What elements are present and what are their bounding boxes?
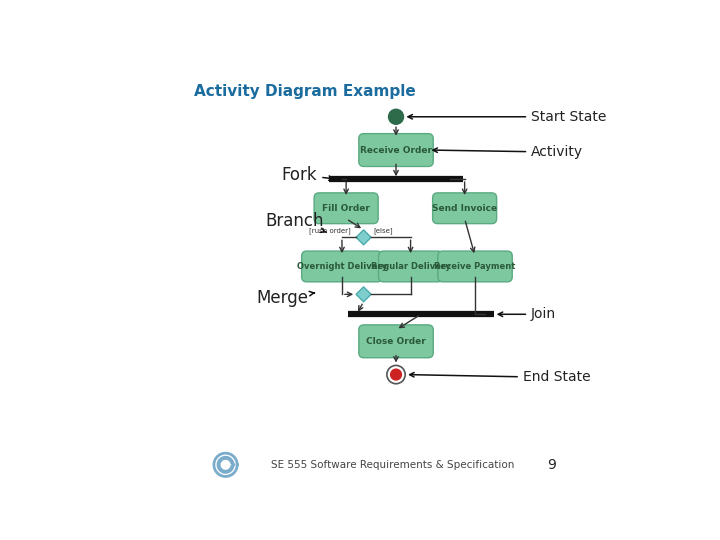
Text: Start State: Start State xyxy=(408,110,606,124)
Text: [rush order]: [rush order] xyxy=(309,227,351,234)
FancyBboxPatch shape xyxy=(314,193,378,224)
Text: Close Order: Close Order xyxy=(366,337,426,346)
Text: Branch: Branch xyxy=(265,212,326,232)
Text: Join: Join xyxy=(498,307,557,321)
Text: Receive Payment: Receive Payment xyxy=(434,262,516,271)
Text: 9: 9 xyxy=(547,458,556,472)
Text: Activity: Activity xyxy=(433,145,583,159)
Text: [else]: [else] xyxy=(373,227,393,234)
FancyBboxPatch shape xyxy=(302,251,382,282)
Text: Receive Order: Receive Order xyxy=(360,146,432,154)
Polygon shape xyxy=(356,287,371,302)
Text: Fill Order: Fill Order xyxy=(322,204,370,213)
Circle shape xyxy=(387,366,405,384)
Text: Fork: Fork xyxy=(282,166,333,184)
Text: End State: End State xyxy=(410,370,590,384)
Polygon shape xyxy=(356,230,371,245)
Circle shape xyxy=(391,369,402,380)
Text: Activity Diagram Example: Activity Diagram Example xyxy=(194,84,416,98)
FancyBboxPatch shape xyxy=(359,325,433,357)
FancyBboxPatch shape xyxy=(359,133,433,166)
Text: Send Invoice: Send Invoice xyxy=(432,204,498,213)
Text: SE 555 Software Requirements & Specification: SE 555 Software Requirements & Specifica… xyxy=(271,460,515,470)
Text: Regular Delivery: Regular Delivery xyxy=(371,262,451,271)
Circle shape xyxy=(389,109,403,124)
Text: Overnight Delivery: Overnight Delivery xyxy=(297,262,387,271)
Text: Merge: Merge xyxy=(257,289,315,307)
FancyBboxPatch shape xyxy=(379,251,443,282)
FancyBboxPatch shape xyxy=(433,193,497,224)
FancyBboxPatch shape xyxy=(438,251,512,282)
